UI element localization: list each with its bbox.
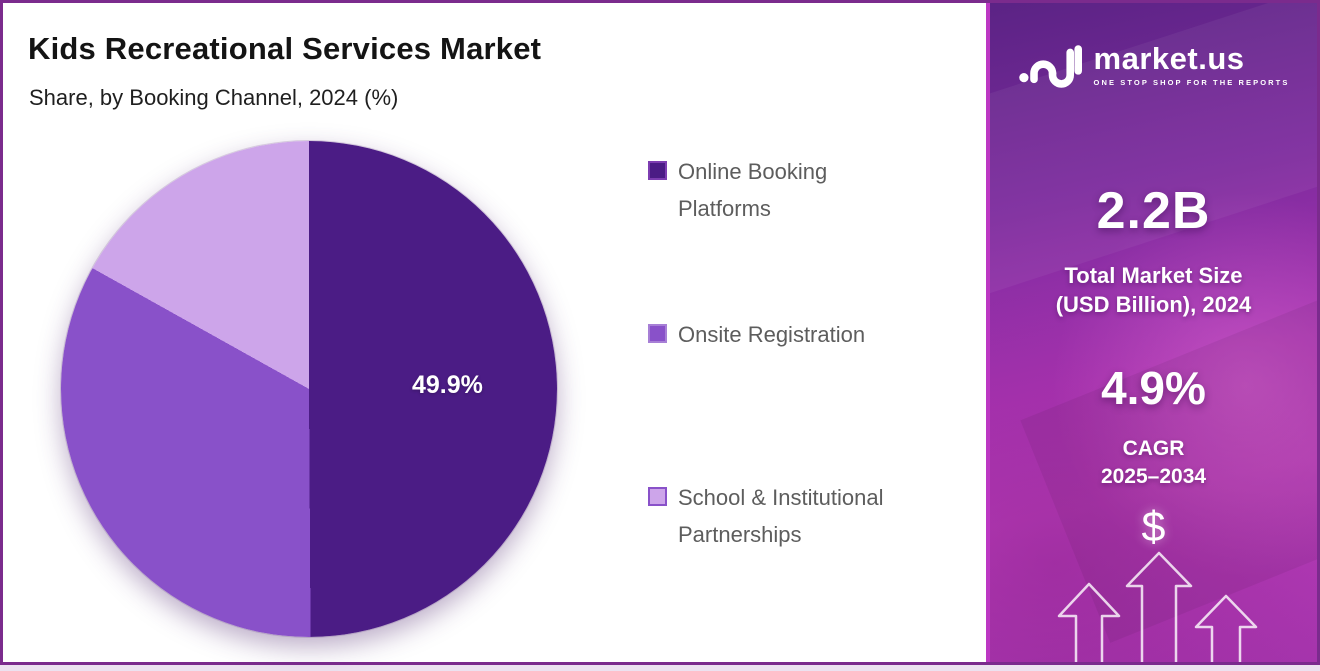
legend-item-online-booking-platforms: Online Booking Platforms (648, 153, 948, 227)
caption-line: CAGR (1122, 437, 1185, 460)
legend-label-line: School & Institutional (678, 485, 884, 510)
legend-label-line: Onsite Registration (678, 322, 866, 347)
sidebar-market-stats: market.us ONE STOP SHOP FOR THE REPORTS … (986, 3, 1317, 662)
dollar-sign-icon: $ (1141, 503, 1166, 551)
growth-arrows-icon (1057, 551, 1257, 662)
legend-item-onsite-registration: Onsite Registration (648, 316, 948, 353)
caption-line: Total Market Size (1064, 263, 1243, 288)
page-title: Kids Recreational Services Market (28, 31, 542, 66)
pie-chart (61, 141, 557, 637)
cagr-caption: CAGR 2025–2034 (990, 435, 1317, 491)
total-market-size-caption: Total Market Size (USD Billion), 2024 (990, 261, 1317, 319)
market-us-logo-icon (1018, 45, 1082, 88)
legend-label: Online Booking Platforms (678, 153, 827, 227)
legend-label-line: Partnerships (678, 522, 802, 547)
legend-swatch-onsite-registration (648, 324, 667, 343)
chart-subtitle: Share, by Booking Channel, 2024 (%) (29, 85, 399, 110)
market-us-logo: market.us ONE STOP SHOP FOR THE REPORTS (990, 39, 1317, 91)
sidebar-content: market.us ONE STOP SHOP FOR THE REPORTS … (990, 3, 1317, 662)
legend-item-school-institutional: School & Institutional Partnerships (648, 479, 948, 553)
logo-text: market.us ONE STOP SHOP FOR THE REPORTS (1093, 41, 1290, 88)
legend-label: Onsite Registration (678, 316, 865, 353)
legend-swatch-online-booking (648, 161, 667, 180)
caption-line: 2025–2034 (1100, 465, 1207, 488)
brand-tagline: ONE STOP SHOP FOR THE REPORTS (1093, 78, 1290, 87)
legend-swatch-school-institutional (648, 487, 667, 506)
legend-label-line: Platforms (678, 196, 771, 221)
caption-line: (USD Billion), 2024 (1055, 292, 1252, 317)
legend-label: School & Institutional Partnerships (678, 479, 883, 553)
cagr-value: 4.9% (1101, 362, 1206, 414)
brand-name: market.us (1093, 41, 1245, 76)
legend-label-line: Online Booking (678, 159, 828, 184)
total-market-size-value: 2.2B (1096, 182, 1211, 240)
pie-slice-value-label: 49.9% (412, 371, 483, 399)
